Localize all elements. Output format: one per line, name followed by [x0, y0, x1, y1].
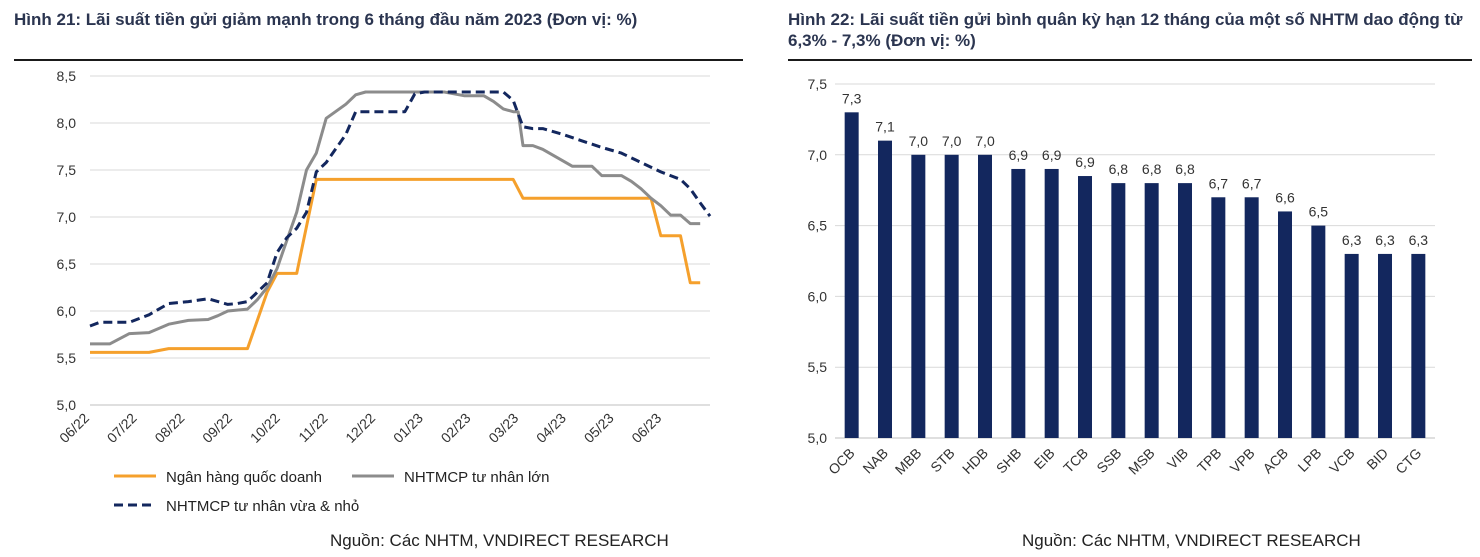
- figure-21-title: Hình 21: Lãi suất tiền gửi giảm mạnh tro…: [14, 10, 638, 29]
- figure-21-title-rule: [14, 59, 743, 61]
- bar-mbb: [911, 154, 926, 439]
- y-tick-label: 6,0: [808, 288, 828, 304]
- y-tick-label: 8,5: [57, 68, 77, 84]
- x-category-label: NAB: [859, 445, 891, 477]
- bar-tcb: [1078, 176, 1092, 439]
- data-label: 6,9: [1042, 147, 1062, 163]
- data-label: 6,9: [1075, 154, 1095, 170]
- data-label: 6,8: [1109, 161, 1129, 177]
- x-category-label: ACB: [1259, 445, 1291, 477]
- x-category-label: EIB: [1031, 445, 1058, 472]
- x-category-label: VPB: [1227, 445, 1258, 476]
- y-tick-label: 6,0: [57, 303, 77, 319]
- x-category-label: CTG: [1392, 445, 1424, 477]
- bar-eib: [1044, 168, 1059, 438]
- x-category-label: LPB: [1294, 445, 1324, 475]
- x-category-label: HDB: [959, 445, 991, 477]
- bar-ctg: [1411, 253, 1426, 438]
- bar-msb: [1144, 183, 1159, 438]
- figure-22-source: Nguồn: Các NHTM, VNDIRECT RESEARCH: [1022, 531, 1361, 550]
- series-line-2: [89, 90, 712, 328]
- x-category-label: BID: [1363, 445, 1391, 473]
- data-label: 6,5: [1309, 204, 1329, 220]
- y-tick-label: 5,5: [808, 359, 828, 375]
- figure-22-title-rule: [788, 59, 1472, 61]
- x-category-label: SSB: [1093, 445, 1124, 476]
- y-tick-label: 5,0: [57, 397, 77, 413]
- series-line-1: [90, 90, 701, 346]
- x-category-label: VIB: [1164, 445, 1191, 472]
- data-label: 7,0: [909, 133, 929, 149]
- bar-shb: [1011, 168, 1026, 438]
- data-label: 6,9: [1009, 147, 1029, 163]
- bar-acb: [1278, 211, 1292, 438]
- data-label: 6,7: [1209, 175, 1229, 191]
- bar-vpb: [1244, 197, 1259, 438]
- x-category-label: MSB: [1125, 445, 1158, 478]
- data-label: 6,8: [1175, 161, 1195, 177]
- bar-stb: [944, 154, 959, 439]
- x-category-label: SHB: [993, 445, 1025, 477]
- y-tick-label: 6,5: [808, 218, 828, 234]
- data-label: 7,0: [975, 133, 995, 149]
- data-label: 6,3: [1375, 232, 1395, 248]
- data-label: 6,3: [1342, 232, 1362, 248]
- x-category-label: VCB: [1326, 445, 1358, 477]
- bar-lpb: [1311, 225, 1326, 438]
- y-tick-label: 7,5: [57, 162, 77, 178]
- bar-ssb: [1111, 183, 1126, 438]
- y-tick-label: 5,5: [57, 350, 77, 366]
- figure-21-source: Nguồn: Các NHTM, VNDIRECT RESEARCH: [330, 531, 669, 550]
- data-label: 7,0: [942, 133, 962, 149]
- legend-label-2: NHTMCP tư nhân vừa & nhỏ: [166, 498, 359, 515]
- bar-chart-12m-deposit-rates: 5,0 5,5 6,0 6,5 7,0 7,5 7,3 OCB 7,1 NAB 7,0 MBB 7,0 S…: [808, 76, 1435, 478]
- y-tick-label: 7,5: [808, 76, 828, 92]
- y-tick-label: 7,0: [57, 209, 77, 225]
- bar-tpb: [1211, 197, 1226, 438]
- data-label: 6,8: [1142, 161, 1162, 177]
- bar-nab: [878, 140, 892, 438]
- data-label: 6,7: [1242, 175, 1262, 191]
- legend-label-0: Ngân hàng quốc doanh: [166, 469, 322, 486]
- x-category-label: TPB: [1194, 445, 1225, 476]
- bar-hdb: [978, 154, 992, 439]
- bar-vcb: [1344, 253, 1359, 438]
- y-tick-label: 8,0: [57, 115, 77, 131]
- data-label: 6,6: [1275, 189, 1295, 205]
- x-category-label: STB: [927, 445, 958, 476]
- data-label: 6,3: [1409, 232, 1429, 248]
- y-tick-label: 6,5: [57, 256, 77, 272]
- y-tick-label: 7,0: [808, 147, 828, 163]
- data-label: 7,3: [842, 90, 862, 106]
- bar-bid: [1378, 253, 1392, 438]
- series-line-0: [90, 177, 701, 354]
- x-category-label: OCB: [825, 445, 858, 478]
- figure-22-title: Hình 22: Lãi suất tiền gửi bình quân kỳ …: [788, 10, 1463, 50]
- data-label: 7,1: [875, 119, 895, 135]
- line-chart-deposit-rates: 5,05,56,06,57,07,58,08,506/22 07/22 08/22 0…: [56, 68, 712, 515]
- x-category-label: MBB: [892, 445, 925, 478]
- bar-vib: [1178, 183, 1192, 438]
- bar-ocb: [844, 112, 859, 438]
- y-tick-label: 5,0: [808, 430, 828, 446]
- x-category-label: TCB: [1060, 445, 1091, 476]
- legend-label-1: NHTMCP tư nhân lớn: [404, 469, 549, 486]
